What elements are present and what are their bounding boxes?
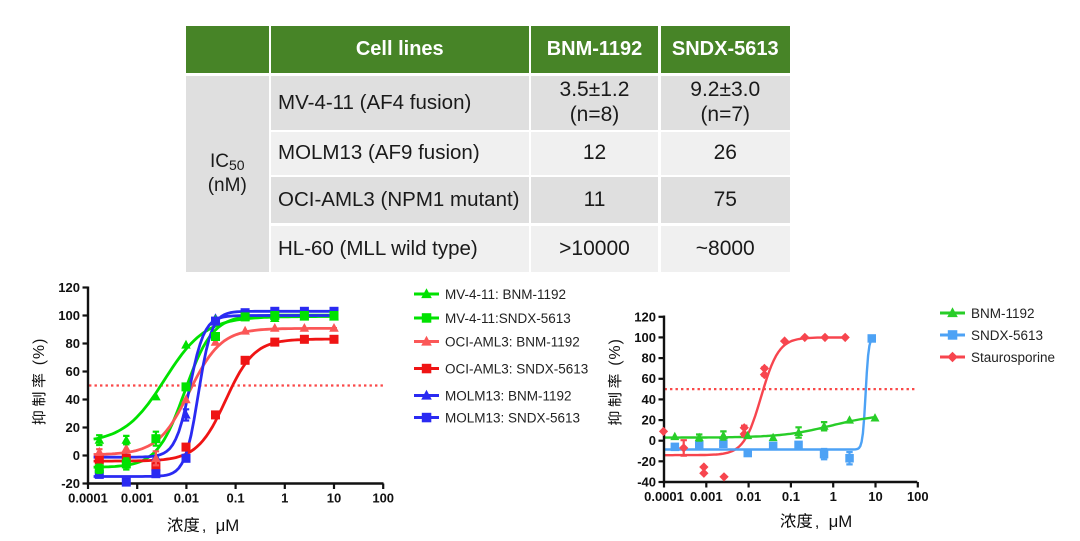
svg-text:0: 0 <box>649 433 656 448</box>
svg-text:120: 120 <box>58 280 80 295</box>
svg-text:0.1: 0.1 <box>782 489 800 504</box>
svg-text:0.001: 0.001 <box>690 489 723 504</box>
svg-text:0.0001: 0.0001 <box>644 489 684 504</box>
svg-text:0.001: 0.001 <box>121 491 154 506</box>
svg-text:80: 80 <box>66 336 80 351</box>
svg-text:10: 10 <box>327 491 341 506</box>
svg-text:(%): (%) <box>31 338 48 366</box>
svg-text:100: 100 <box>634 330 656 345</box>
svg-text:1: 1 <box>281 491 288 506</box>
svg-text:SNDX-5613: SNDX-5613 <box>971 328 1043 343</box>
svg-text:100: 100 <box>907 489 929 504</box>
svg-text:Staurosporine: Staurosporine <box>971 350 1055 365</box>
svg-text:100: 100 <box>372 491 394 506</box>
svg-text:0: 0 <box>73 448 80 463</box>
svg-text:20: 20 <box>66 420 80 435</box>
svg-text:20: 20 <box>642 413 656 428</box>
svg-text:80: 80 <box>642 351 656 366</box>
svg-text:BNM-1192: BNM-1192 <box>971 306 1035 321</box>
svg-text:0.01: 0.01 <box>174 491 199 506</box>
svg-text:OCI-AML3: BNM-1192: OCI-AML3: BNM-1192 <box>445 334 580 349</box>
svg-text:MV-4-11:SNDX-5613: MV-4-11:SNDX-5613 <box>445 311 571 326</box>
svg-text:0.01: 0.01 <box>736 489 761 504</box>
svg-text:40: 40 <box>66 392 80 407</box>
svg-text:OCI-AML3: SNDX-5613: OCI-AML3: SNDX-5613 <box>445 361 588 376</box>
svg-text:10: 10 <box>868 489 882 504</box>
svg-text:MOLM13: BNM-1192: MOLM13: BNM-1192 <box>445 388 572 403</box>
svg-text:,: , <box>202 518 206 535</box>
svg-text:0.1: 0.1 <box>227 491 245 506</box>
svg-text:0.0001: 0.0001 <box>68 491 108 506</box>
svg-text:120: 120 <box>634 309 656 324</box>
svg-text:60: 60 <box>642 371 656 386</box>
svg-text:-40: -40 <box>637 475 656 490</box>
svg-text:MV-4-11: BNM-1192: MV-4-11: BNM-1192 <box>445 287 566 302</box>
svg-text:,: , <box>815 514 819 531</box>
svg-text:(%): (%) <box>607 338 624 366</box>
svg-text:-20: -20 <box>61 476 80 491</box>
svg-text:100: 100 <box>58 308 80 323</box>
svg-text:μM: μM <box>829 512 853 531</box>
svg-text:60: 60 <box>66 364 80 379</box>
svg-text:40: 40 <box>642 392 656 407</box>
svg-text:1: 1 <box>830 489 837 504</box>
svg-text:-20: -20 <box>637 454 656 469</box>
svg-text:MOLM13: SNDX-5613: MOLM13: SNDX-5613 <box>445 410 580 425</box>
svg-text:μM: μM <box>216 516 240 535</box>
